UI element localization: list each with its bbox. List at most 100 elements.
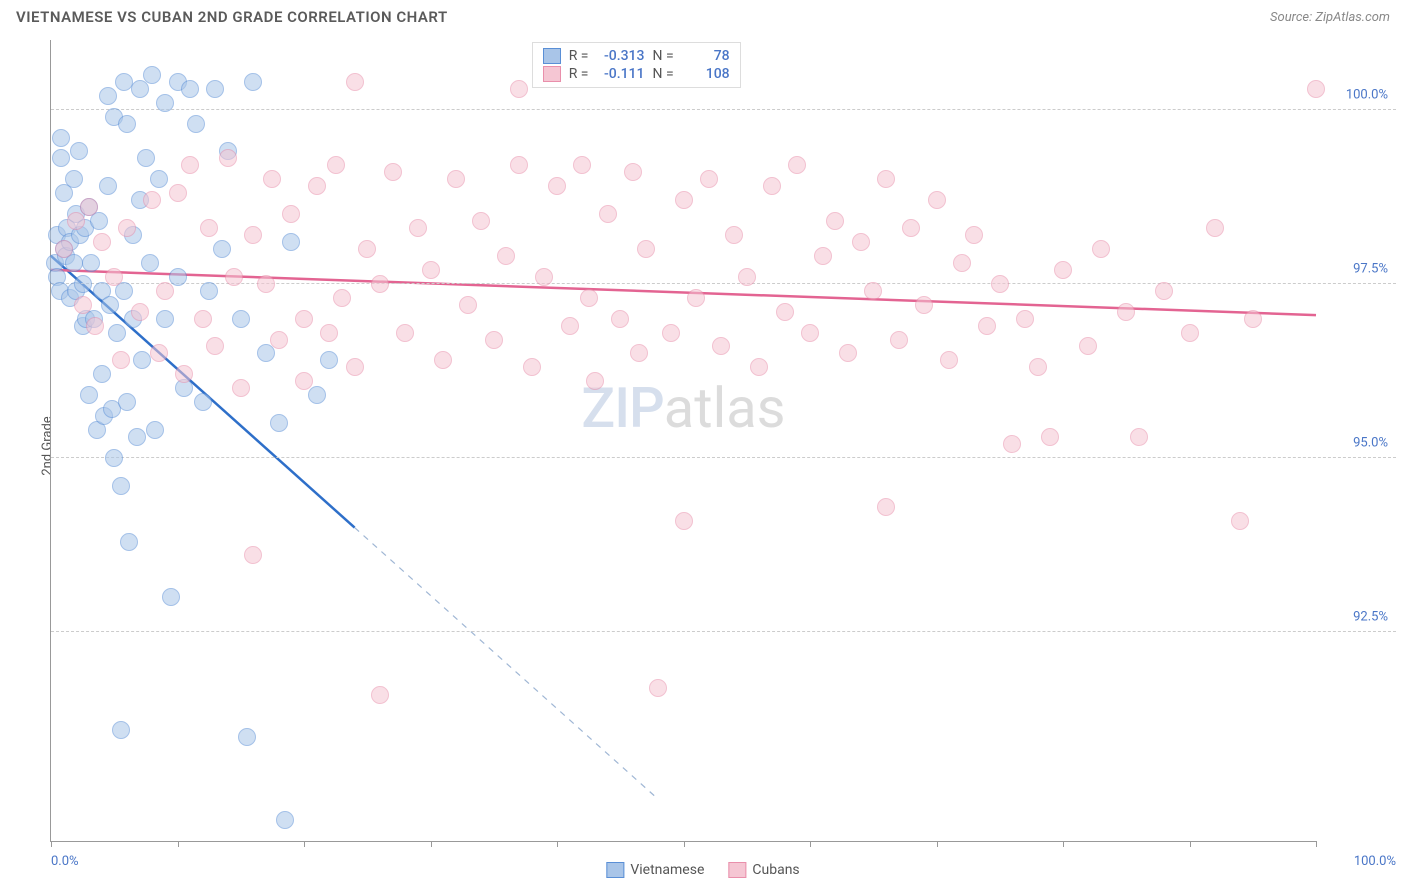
data-point [814, 247, 832, 265]
legend-label-cubans: Cubans [752, 862, 799, 878]
data-point [535, 268, 553, 286]
data-point [295, 310, 313, 328]
data-point [599, 205, 617, 223]
data-point [320, 351, 338, 369]
data-point [187, 115, 205, 133]
data-point [308, 386, 326, 404]
data-point [497, 247, 515, 265]
data-point [82, 254, 100, 272]
data-point [131, 80, 149, 98]
data-point [346, 358, 364, 376]
data-point [80, 198, 98, 216]
data-point [175, 365, 193, 383]
data-point [67, 212, 85, 230]
data-point [238, 728, 256, 746]
data-point [649, 679, 667, 697]
data-point [447, 170, 465, 188]
data-point [573, 156, 591, 174]
data-point [225, 268, 243, 286]
data-point [662, 324, 680, 342]
data-point [244, 226, 262, 244]
chart-source: Source: ZipAtlas.com [1270, 10, 1390, 25]
data-point [308, 177, 326, 195]
data-point [93, 233, 111, 251]
data-point [146, 421, 164, 439]
x-tick [1316, 841, 1317, 847]
data-point [940, 351, 958, 369]
data-point [687, 289, 705, 307]
data-point [232, 310, 250, 328]
data-point [70, 142, 88, 160]
data-point [459, 296, 477, 314]
data-point [206, 80, 224, 98]
data-point [1155, 282, 1173, 300]
data-point [86, 317, 104, 335]
data-point [80, 386, 98, 404]
data-point [1244, 310, 1262, 328]
chart-title: VIETNAMESE VS CUBAN 2ND GRADE CORRELATIO… [16, 8, 448, 26]
data-point [346, 73, 364, 91]
legend-item-vietnamese: Vietnamese [606, 862, 704, 878]
data-point [510, 80, 528, 98]
watermark: ZIPatlas [581, 375, 785, 441]
data-point [156, 310, 174, 328]
swatch-vietnamese [543, 48, 561, 64]
data-point [523, 358, 541, 376]
swatch-cubans [543, 66, 561, 82]
data-point [580, 289, 598, 307]
data-point [200, 282, 218, 300]
x-tick [431, 841, 432, 847]
data-point [52, 149, 70, 167]
data-point [105, 268, 123, 286]
data-point [877, 170, 895, 188]
data-point [257, 344, 275, 362]
data-point [118, 393, 136, 411]
data-point [320, 324, 338, 342]
data-point [232, 379, 250, 397]
data-point [396, 324, 414, 342]
legend-label-vietnamese: Vietnamese [630, 862, 704, 878]
data-point [586, 372, 604, 390]
data-point [750, 358, 768, 376]
data-point [327, 156, 345, 174]
series-legend: Vietnamese Cubans [606, 862, 799, 878]
gridline [51, 631, 1396, 632]
data-point [384, 163, 402, 181]
data-point [194, 393, 212, 411]
data-point [978, 317, 996, 335]
data-point [725, 226, 743, 244]
r-label: R = [569, 66, 589, 82]
x-tick [304, 841, 305, 847]
swatch-vietnamese [606, 862, 624, 878]
data-point [162, 588, 180, 606]
x-tick-label-min: 0.0% [51, 854, 79, 869]
scatter-chart: ZIPatlas R = -0.313 N = 78 R = -0.111 N … [50, 40, 1316, 842]
data-point [953, 254, 971, 272]
legend-item-cubans: Cubans [728, 862, 799, 878]
data-point [776, 303, 794, 321]
x-tick [1063, 841, 1064, 847]
data-point [611, 310, 629, 328]
data-point [839, 344, 857, 362]
data-point [864, 282, 882, 300]
data-point [1003, 435, 1021, 453]
data-point [270, 414, 288, 432]
data-point [101, 296, 119, 314]
data-point [826, 212, 844, 230]
data-point [637, 240, 655, 258]
data-point [295, 372, 313, 390]
data-point [485, 331, 503, 349]
data-point [333, 289, 351, 307]
data-point [763, 177, 781, 195]
x-tick [557, 841, 558, 847]
data-point [181, 156, 199, 174]
data-point [156, 94, 174, 112]
data-point [169, 184, 187, 202]
data-point [1041, 428, 1059, 446]
chart-header: VIETNAMESE VS CUBAN 2ND GRADE CORRELATIO… [0, 0, 1406, 30]
r-value-vietnamese: -0.313 [596, 48, 644, 64]
data-point [213, 240, 231, 258]
data-point [1016, 310, 1034, 328]
data-point [675, 191, 693, 209]
data-point [150, 344, 168, 362]
